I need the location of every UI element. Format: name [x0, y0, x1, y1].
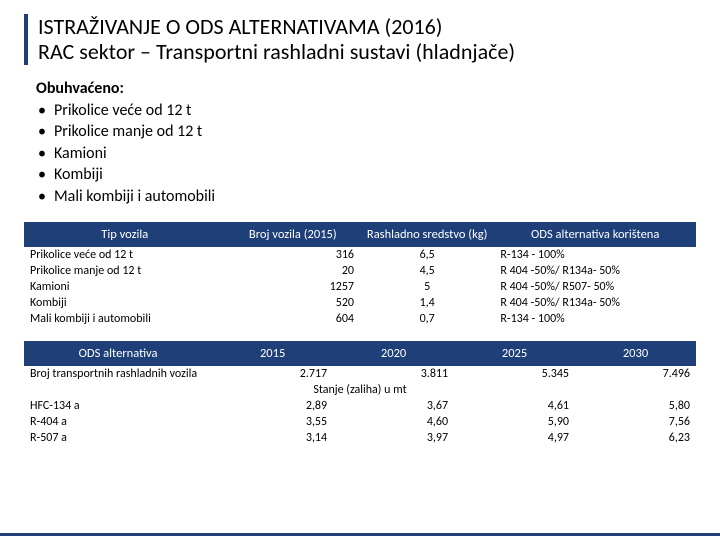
t2-header: 2030 — [575, 341, 696, 366]
t1-cell: 604 — [226, 311, 360, 327]
projections-table: ODS alternativa 2015 2020 2025 2030 Broj… — [24, 341, 696, 446]
coverage-block: Obuhvaćeno: Prikolice veće od 12 t Priko… — [36, 79, 696, 208]
table-row: HFC-134 a2,893,674,615,80 — [24, 398, 696, 414]
t2-cell: 5,80 — [575, 398, 696, 414]
t2-cell: 3,67 — [333, 398, 454, 414]
t1-body: Prikolice veće od 12 t3166,5R-134 - 100%… — [24, 247, 696, 327]
footer-rule — [0, 533, 720, 536]
coverage-item: Prikolice manje od 12 t — [36, 121, 696, 143]
title-block: ISTRAŽIVANJE O ODS ALTERNATIVAMA (2016) … — [24, 14, 696, 65]
t1-cell: 20 — [226, 263, 360, 279]
table-row: Kombiji5201,4R 404 -50%/ R134a- 50% — [24, 295, 696, 311]
title-line-1: ISTRAŽIVANJE O ODS ALTERNATIVAMA (2016) — [38, 14, 696, 39]
t1-cell: 4,5 — [360, 263, 494, 279]
t2-body: HFC-134 a2,893,674,615,80R-404 a3,554,60… — [24, 398, 696, 446]
t1-cell: Kamioni — [24, 279, 226, 295]
table-row: Mali kombiji i automobili6040,7R-134 - 1… — [24, 311, 696, 327]
t2-cell: 5.345 — [454, 366, 575, 382]
t2-header: 2020 — [333, 341, 454, 366]
coverage-item: Kamioni — [36, 143, 696, 165]
t1-cell: R 404 -50%/ R134a- 50% — [494, 295, 696, 311]
t2-cell: 6,23 — [575, 430, 696, 446]
t2-cell: 3,55 — [212, 414, 333, 430]
t1-cell: 5 — [360, 279, 494, 295]
t2-cell: 2,89 — [212, 398, 333, 414]
t2-cell: 4,60 — [333, 414, 454, 430]
table-row: R-507 a3,143,974,976,23 — [24, 430, 696, 446]
t1-cell: Prikolice manje od 12 t — [24, 263, 226, 279]
t2-row-count: Broj transportnih rashladnih vozila 2.71… — [24, 366, 696, 382]
t1-header: Rashladno sredstvo (kg) — [360, 222, 494, 247]
t1-cell: 0,7 — [360, 311, 494, 327]
coverage-item: Mali kombiji i automobili — [36, 186, 696, 208]
title-line-2: RAC sektor – Transportni rashladni susta… — [38, 39, 696, 64]
t2-cell: 7,56 — [575, 414, 696, 430]
t2-header: 2025 — [454, 341, 575, 366]
t1-cell: Prikolice veće od 12 t — [24, 247, 226, 263]
t2-header: 2015 — [212, 341, 333, 366]
t2-cell: R-404 a — [24, 414, 212, 430]
t2-subheader: Stanje (zaliha) u mt — [24, 382, 696, 398]
t2-cell: 7.496 — [575, 366, 696, 382]
table-row: R-404 a3,554,605,907,56 — [24, 414, 696, 430]
coverage-list: Prikolice veće od 12 t Prikolice manje o… — [36, 100, 696, 208]
t2-cell: HFC-134 a — [24, 398, 212, 414]
t2-cell: 3.811 — [333, 366, 454, 382]
coverage-label: Obuhvaćeno: — [36, 79, 696, 98]
t2-cell: 4,61 — [454, 398, 575, 414]
t1-cell: Mali kombiji i automobili — [24, 311, 226, 327]
t2-cell: 4,97 — [454, 430, 575, 446]
table-row: Kamioni12575R 404 -50%/ R507- 50% — [24, 279, 696, 295]
t2-cell: R-507 a — [24, 430, 212, 446]
t2-header: ODS alternativa — [24, 341, 212, 366]
coverage-item: Prikolice veće od 12 t — [36, 100, 696, 122]
t2-subheader-row: Stanje (zaliha) u mt — [24, 382, 696, 398]
t1-header: Tip vozila — [24, 222, 226, 247]
t1-cell: 1257 — [226, 279, 360, 295]
t1-cell: 316 — [226, 247, 360, 263]
t1-cell: R 404 -50%/ R507- 50% — [494, 279, 696, 295]
vehicle-types-table: Tip vozila Broj vozila (2015) Rashladno … — [24, 222, 696, 327]
coverage-item: Kombiji — [36, 164, 696, 186]
t1-header: ODS alternativa korištena — [494, 222, 696, 247]
t1-cell: 520 — [226, 295, 360, 311]
t2-cell: Broj transportnih rashladnih vozila — [24, 366, 212, 382]
table-row: Prikolice veće od 12 t3166,5R-134 - 100% — [24, 247, 696, 263]
t2-cell: 3,97 — [333, 430, 454, 446]
t1-cell: Kombiji — [24, 295, 226, 311]
t2-cell: 2.717 — [212, 366, 333, 382]
t1-cell: R-134 - 100% — [494, 247, 696, 263]
t1-cell: R 404 -50%/ R134a- 50% — [494, 263, 696, 279]
t1-header: Broj vozila (2015) — [226, 222, 360, 247]
t1-cell: 6,5 — [360, 247, 494, 263]
t1-cell: R-134 - 100% — [494, 311, 696, 327]
table-row: Prikolice manje od 12 t204,5R 404 -50%/ … — [24, 263, 696, 279]
t1-cell: 1,4 — [360, 295, 494, 311]
t2-cell: 5,90 — [454, 414, 575, 430]
t2-cell: 3,14 — [212, 430, 333, 446]
